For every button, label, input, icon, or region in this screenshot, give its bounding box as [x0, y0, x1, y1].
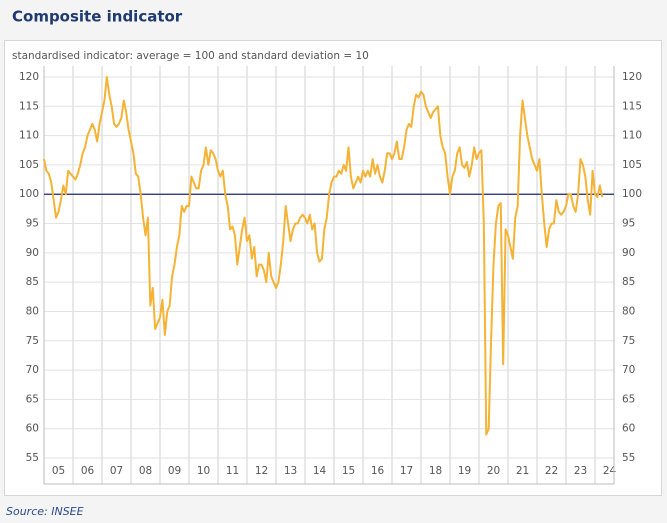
y-tick-label: 115 [19, 100, 39, 112]
x-tick-label: 08 [139, 465, 152, 477]
chart-subtitle: standardised indicator: average = 100 an… [12, 50, 369, 62]
x-tick-label: 24 [603, 465, 617, 477]
x-tick-label: 11 [226, 465, 239, 477]
y-tick-label: 55 [26, 452, 39, 464]
x-tick-label: 18 [429, 465, 442, 477]
y-tick-label: 110 [19, 130, 39, 142]
x-tick-label: 19 [458, 465, 471, 477]
y-tick-label: 85 [26, 276, 39, 288]
x-tick-label: 22 [545, 465, 558, 477]
chart-title: Composite indicator [12, 8, 183, 26]
y2-tick-label: 65 [622, 393, 635, 405]
y-tick-label: 75 [26, 335, 39, 347]
y-tick-label: 120 [19, 71, 39, 83]
y-tick-label: 70 [26, 364, 39, 376]
x-tick-label: 05 [52, 465, 65, 477]
x-tick-label: 17 [400, 465, 413, 477]
series-line [43, 76, 604, 436]
y2-tick-label: 60 [622, 423, 635, 435]
y-tick-label: 80 [26, 305, 39, 317]
y2-tick-label: 115 [622, 100, 642, 112]
y-tick-label: 65 [26, 393, 39, 405]
x-tick-label: 07 [110, 465, 123, 477]
y-tick-label: 60 [26, 423, 39, 435]
x-tick-label: 15 [342, 465, 355, 477]
source: Source: INSEE [6, 505, 84, 518]
x-tick-label: 09 [168, 465, 181, 477]
y2-tick-label: 70 [622, 364, 635, 376]
y2-tick-label: 100 [622, 188, 642, 200]
x-tick-label: 13 [284, 465, 297, 477]
y2-tick-label: 90 [622, 247, 635, 259]
x-tick-label: 10 [197, 465, 210, 477]
y-tick-label: 100 [19, 188, 39, 200]
y2-tick-label: 55 [622, 452, 635, 464]
y-tick-label: 90 [26, 247, 39, 259]
y2-tick-label: 80 [622, 305, 635, 317]
x-tick-label: 20 [487, 465, 500, 477]
x-tick-label: 14 [313, 465, 327, 477]
x-tick-label: 16 [371, 465, 385, 477]
x-tick-label: 06 [81, 465, 95, 477]
x-tick-label: 12 [255, 465, 268, 477]
y-tick-label: 95 [26, 218, 39, 230]
y2-tick-label: 110 [622, 130, 642, 142]
y2-tick-label: 105 [622, 159, 642, 171]
y2-tick-label: 120 [622, 71, 642, 83]
y2-tick-label: 75 [622, 335, 635, 347]
x-tick-label: 21 [516, 465, 529, 477]
y2-tick-label: 95 [622, 218, 635, 230]
x-tick-label: 23 [574, 465, 587, 477]
y-tick-label: 105 [19, 159, 39, 171]
y2-tick-label: 85 [622, 276, 635, 288]
